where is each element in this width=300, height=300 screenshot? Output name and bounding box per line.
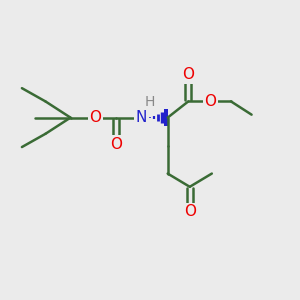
Text: O: O [110, 136, 122, 152]
Text: O: O [182, 68, 194, 82]
Text: N: N [136, 110, 147, 125]
Text: O: O [184, 204, 196, 219]
Text: O: O [89, 110, 101, 125]
Text: H: H [145, 95, 155, 109]
Text: O: O [204, 94, 216, 109]
